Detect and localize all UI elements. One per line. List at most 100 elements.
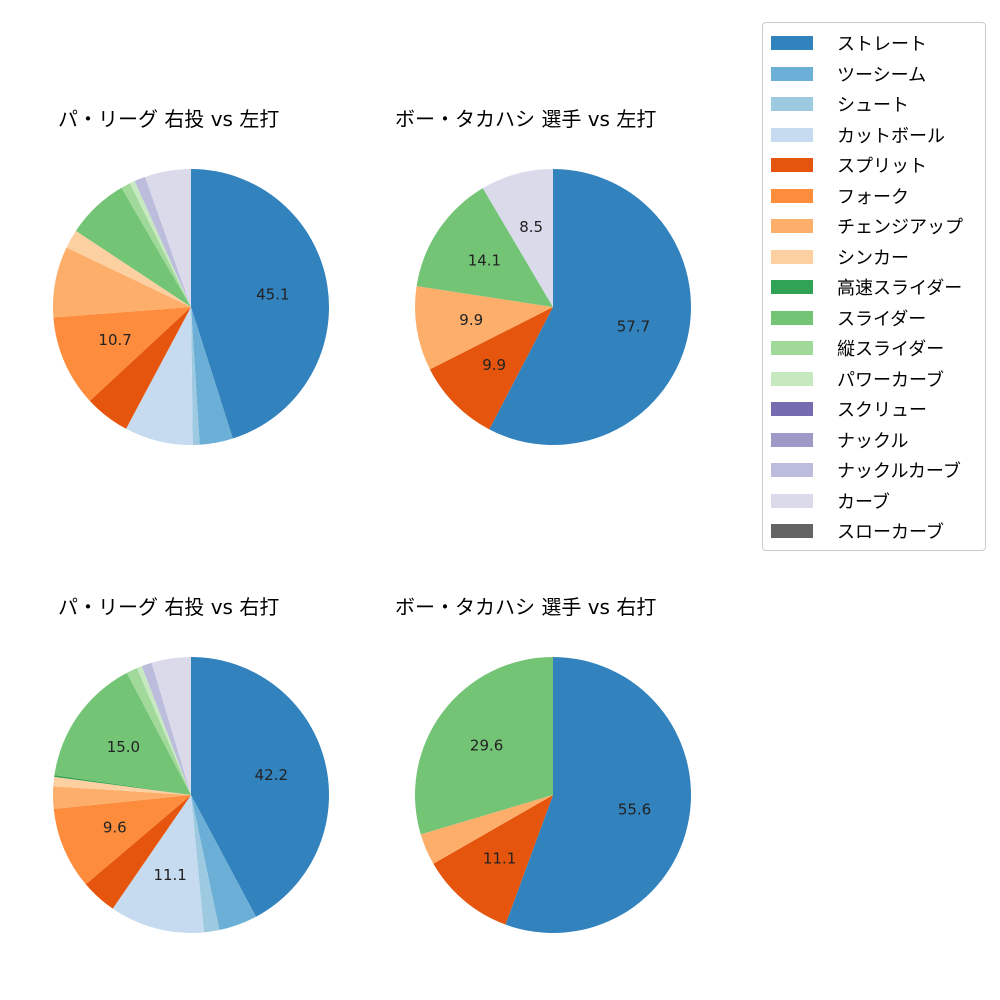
pie-slice xyxy=(489,169,692,446)
legend-item: スローカーブ xyxy=(771,521,944,543)
legend-item: チェンジアップ xyxy=(771,216,963,238)
legend-swatch xyxy=(771,432,813,447)
legend: ストレート ツーシーム シュート カットボール スプリット フォーク チェンジアップ シンカー… xyxy=(762,22,986,551)
legend-label: ストレート xyxy=(837,34,927,55)
chart-title-4: ボー・タカハシ 選手 vs 右打 xyxy=(395,595,657,619)
pie-slice xyxy=(85,795,191,909)
legend-label: スローカーブ xyxy=(837,522,944,543)
slice-label: 55.6 xyxy=(618,800,651,818)
chart-title-2: ボー・タカハシ 選手 vs 左打 xyxy=(395,107,657,131)
legend-item: フォーク xyxy=(771,186,909,208)
pie-slice xyxy=(433,795,553,925)
pie-slice xyxy=(129,181,191,307)
slice-label: 42.2 xyxy=(255,766,288,784)
legend-label: ナックルカーブ xyxy=(837,461,961,482)
slice-label: 11.1 xyxy=(153,866,186,884)
legend-swatch xyxy=(771,341,813,355)
pie-slice xyxy=(89,307,191,429)
legend-label: スライダー xyxy=(837,308,927,330)
pie-slice xyxy=(505,657,691,933)
pie-slice xyxy=(126,307,193,445)
pie-slice xyxy=(53,247,191,318)
legend-item: カットボール xyxy=(771,125,945,147)
legend-item: カーブ xyxy=(771,491,890,513)
legend-label: ツーシーム xyxy=(837,64,927,86)
pie-slice xyxy=(191,307,200,445)
slice-label: 10.7 xyxy=(98,331,131,349)
legend-item: 高速スライダー xyxy=(771,277,963,299)
legend-swatch xyxy=(771,127,813,142)
legend-swatch xyxy=(771,371,813,386)
legend-label: チェンジアップ xyxy=(837,217,963,238)
pie-slice xyxy=(429,307,553,430)
legend-item: ナックル xyxy=(771,430,909,452)
legend-label: シンカー xyxy=(837,247,909,269)
pie-slice xyxy=(53,307,191,401)
slice-label: 11.1 xyxy=(483,849,516,867)
legend-item: ストレート xyxy=(771,33,927,55)
pie-slice xyxy=(191,307,233,445)
pie-slice xyxy=(121,183,191,307)
slice-label: 45.1 xyxy=(256,285,289,303)
legend-swatch xyxy=(771,66,813,81)
legend-item: 縦スライダー xyxy=(771,338,945,360)
pie-slice xyxy=(420,795,553,864)
pie-slice xyxy=(52,786,191,809)
legend-swatch xyxy=(771,36,813,50)
slice-label: 9.9 xyxy=(459,311,483,329)
pie-slice xyxy=(482,169,553,307)
pie-slice xyxy=(53,776,192,795)
legend-swatch xyxy=(771,249,813,264)
legend-swatch xyxy=(771,463,813,477)
pie-slice xyxy=(54,775,191,795)
pie-slice xyxy=(416,188,553,307)
legend-label: スプリット xyxy=(837,156,927,177)
legend-label: 縦スライダー xyxy=(837,339,945,360)
legend-item: パワーカーブ xyxy=(771,369,944,391)
pie-slice xyxy=(134,176,191,307)
legend-label: パワーカーブ xyxy=(837,369,944,391)
legend-label: ナックル xyxy=(837,430,909,452)
pie-slice xyxy=(151,657,191,795)
legend-label: カーブ xyxy=(837,491,890,513)
slice-label: 29.6 xyxy=(470,736,503,754)
legend-item: ナックルカーブ xyxy=(771,460,961,482)
legend-swatch xyxy=(771,158,813,172)
pie-slice xyxy=(145,169,191,307)
slice-label: 9.9 xyxy=(482,356,506,374)
legend-item: シンカー xyxy=(771,247,909,269)
legend-swatch xyxy=(771,310,813,325)
pie-slice xyxy=(53,795,191,885)
pie-slice xyxy=(191,795,256,931)
pie-slice xyxy=(414,657,553,835)
legend-label: 高速スライダー xyxy=(837,278,963,299)
pie-slice xyxy=(141,662,191,795)
legend-label: カットボール xyxy=(837,125,945,147)
legend-swatch xyxy=(771,524,813,538)
pie-slice xyxy=(54,672,192,795)
pie-slice xyxy=(191,169,329,439)
pie-slice xyxy=(75,187,191,307)
legend-item: スプリット xyxy=(771,155,927,177)
chart-title-3: パ・リーグ 右投 vs 右打 xyxy=(58,595,280,619)
legend-swatch xyxy=(771,219,813,233)
legend-item: スクリュー xyxy=(771,399,927,421)
chart-title-1: パ・リーグ 右投 vs 左打 xyxy=(58,107,280,131)
legend-item: ツーシーム xyxy=(771,64,927,86)
pie-slice xyxy=(126,668,191,795)
pie-slice xyxy=(191,795,220,933)
legend-swatch xyxy=(771,493,813,508)
slice-label: 15.0 xyxy=(107,738,140,756)
slice-label: 9.6 xyxy=(103,818,127,836)
slice-label: 57.7 xyxy=(617,318,650,336)
slice-label: 8.5 xyxy=(519,218,543,236)
pie-charts: 45.1 10.7 57.7 9.9 9.9 14.1 8.5 42.2 11.1 9.6 15.0… xyxy=(52,169,692,933)
legend-swatch xyxy=(771,280,813,294)
legend-swatch xyxy=(771,402,813,416)
pie-slice xyxy=(112,795,204,933)
slice-label: 14.1 xyxy=(468,252,501,270)
pie-slice xyxy=(191,657,329,917)
legend-swatch xyxy=(771,188,813,203)
pie-slice xyxy=(136,666,191,795)
